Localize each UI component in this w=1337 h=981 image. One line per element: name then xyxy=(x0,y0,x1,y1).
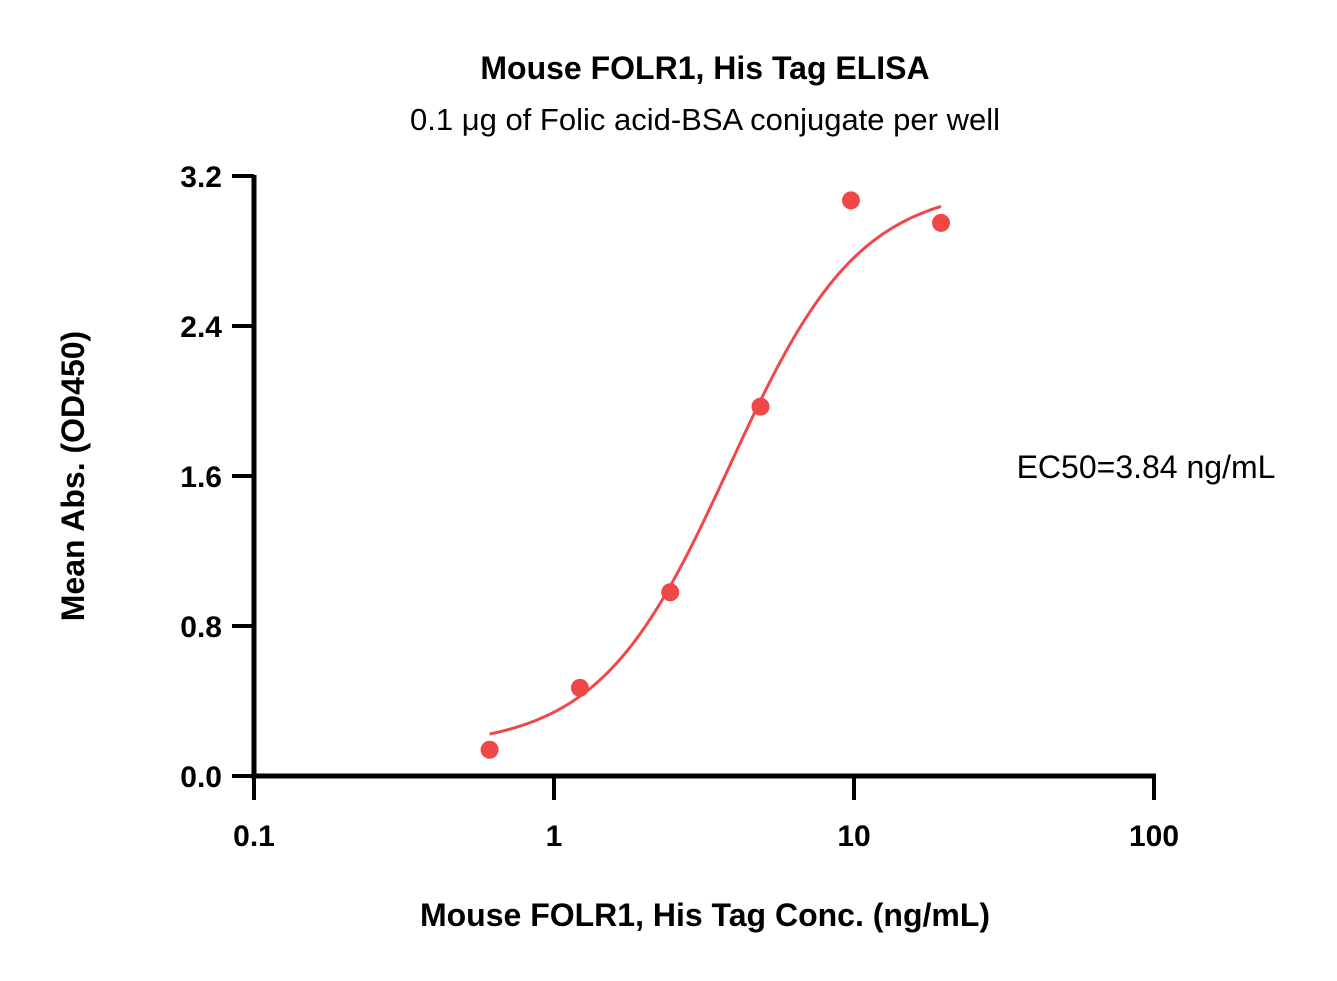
x-axis-label: Mouse FOLR1, His Tag Conc. (ng/mL) xyxy=(420,897,990,933)
y-tick-label: 1.6 xyxy=(180,461,222,494)
y-tick-label: 3.2 xyxy=(180,161,222,194)
x-tick-label: 1 xyxy=(546,820,563,853)
data-point xyxy=(841,191,860,210)
data-point xyxy=(932,213,951,232)
y-tick-label: 2.4 xyxy=(180,311,222,344)
data-point xyxy=(570,678,589,697)
y-tick-label: 0.0 xyxy=(180,761,222,794)
chart-subtitle: 0.1 μg of Folic acid-BSA conjugate per w… xyxy=(410,102,1000,137)
data-point xyxy=(751,397,770,416)
x-tick-label: 10 xyxy=(837,820,870,853)
y-tick-label: 0.8 xyxy=(180,611,222,644)
y-axis-label: Mean Abs. (OD450) xyxy=(55,331,91,621)
ec50-annotation: EC50=3.84 ng/mL xyxy=(1017,449,1276,485)
fit-curve xyxy=(489,204,942,736)
data-point xyxy=(480,740,499,759)
chart-title: Mouse FOLR1, His Tag ELISA xyxy=(480,50,929,86)
x-tick-label: 100 xyxy=(1129,820,1179,853)
data-points xyxy=(480,191,951,759)
x-ticks: 0.1 1 10 100 xyxy=(233,776,1179,853)
x-tick-label: 0.1 xyxy=(233,820,275,853)
data-point xyxy=(661,583,680,602)
y-ticks: 0.0 0.8 1.6 2.4 3.2 xyxy=(180,161,254,794)
